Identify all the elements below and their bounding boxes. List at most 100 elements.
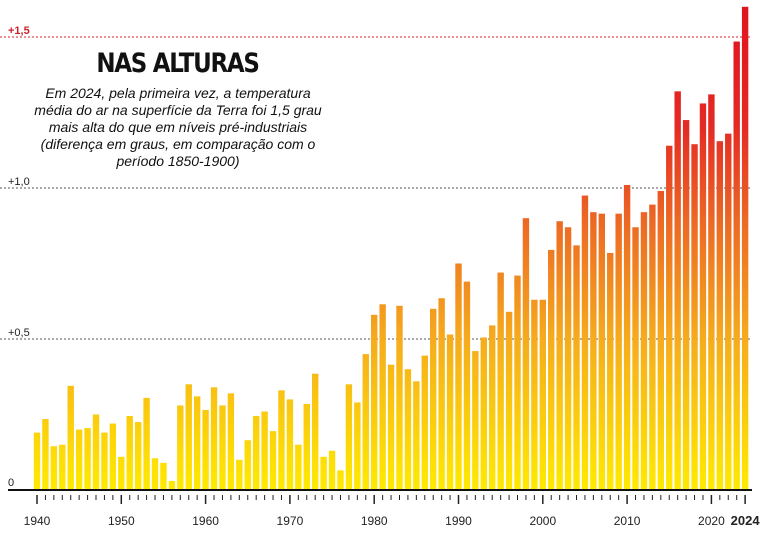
bar-2008 xyxy=(607,252,614,490)
bar-1958 xyxy=(185,384,192,490)
y-tick-label: +1,0 xyxy=(8,176,30,188)
y-tick-label: +0,5 xyxy=(8,327,30,339)
bar-2016 xyxy=(674,91,681,491)
bar-1986 xyxy=(421,355,428,490)
bar-2011 xyxy=(632,227,639,490)
bar-2003 xyxy=(564,227,572,490)
bar-1945 xyxy=(75,429,83,490)
bar-2014 xyxy=(657,191,665,490)
chart-title: NAS ALTURAS xyxy=(96,48,260,79)
bar-2006 xyxy=(590,212,597,490)
x-tick-label: 1970 xyxy=(277,514,304,528)
bar-1960 xyxy=(202,409,209,490)
bar-1991 xyxy=(463,281,471,490)
bar-2012 xyxy=(640,212,648,490)
bar-1952 xyxy=(134,422,142,490)
bar-1946 xyxy=(84,428,91,490)
x-tick-label: 1940 xyxy=(24,514,51,528)
bar-1989 xyxy=(446,334,454,490)
x-tick-label: 1980 xyxy=(361,514,388,528)
bar-1951 xyxy=(126,416,133,490)
bar-1997 xyxy=(514,275,521,490)
y-tick-label: +1,5 xyxy=(8,25,30,37)
bar-1953 xyxy=(143,397,150,490)
bar-2017 xyxy=(682,120,690,491)
bar-1974 xyxy=(320,456,327,490)
bar-1996 xyxy=(505,311,513,490)
bar-2002 xyxy=(556,221,563,490)
bar-1985 xyxy=(413,381,420,490)
bar-1982 xyxy=(387,364,395,490)
bar-2009 xyxy=(615,213,622,491)
bar-1980 xyxy=(371,314,378,490)
bar-1973 xyxy=(311,373,319,490)
bar-1970 xyxy=(286,399,294,490)
bar-1965 xyxy=(244,440,251,490)
bar-1994 xyxy=(489,325,496,490)
bar-1961 xyxy=(210,387,218,490)
x-tick-label: 2020 xyxy=(698,514,725,528)
bar-1963 xyxy=(227,393,235,490)
bar-1976 xyxy=(337,470,344,490)
bar-2004 xyxy=(573,245,580,490)
bar-1969 xyxy=(278,390,285,490)
bar-2000 xyxy=(539,299,546,490)
bar-2024 xyxy=(741,6,749,491)
bar-1955 xyxy=(160,462,167,490)
bar-1957 xyxy=(177,405,184,490)
bar-1954 xyxy=(151,458,159,490)
bar-2001 xyxy=(548,249,555,490)
bar-2020 xyxy=(708,94,715,490)
bar-1995 xyxy=(497,272,504,490)
bar-1967 xyxy=(261,411,268,490)
bar-1975 xyxy=(328,450,336,490)
x-tick-label: 1990 xyxy=(445,514,472,528)
bar-1942 xyxy=(50,446,58,490)
bar-1943 xyxy=(59,444,66,490)
bar-1968 xyxy=(269,431,277,490)
bar-2023 xyxy=(733,41,740,490)
x-tick-label: 2024 xyxy=(731,513,761,528)
bar-1978 xyxy=(354,402,361,490)
bar-1950 xyxy=(118,456,125,490)
bar-1988 xyxy=(438,298,445,490)
bar-2010 xyxy=(623,184,631,491)
y-tick-label: 0 xyxy=(8,477,14,489)
bar-2018 xyxy=(691,144,698,490)
bar-1981 xyxy=(379,304,386,490)
bar-1972 xyxy=(303,403,310,490)
bar-2013 xyxy=(649,204,656,491)
bar-1990 xyxy=(455,263,462,490)
chart-subtitle: Em 2024, pela primeira vez, a temperatur… xyxy=(34,85,322,169)
bar-1962 xyxy=(219,405,226,490)
bar-1940 xyxy=(33,432,41,490)
bar-1979 xyxy=(362,354,369,490)
bar-1977 xyxy=(345,384,353,490)
bar-1984 xyxy=(404,369,412,490)
bar-2022 xyxy=(725,133,732,490)
bar-2007 xyxy=(598,213,606,491)
bar-1992 xyxy=(472,351,479,490)
x-tick-label: 2010 xyxy=(614,514,641,528)
bar-1948 xyxy=(101,432,108,490)
bar-2021 xyxy=(716,141,724,490)
bar-1993 xyxy=(480,337,487,490)
bar-1959 xyxy=(193,396,201,490)
x-tick-label: 2000 xyxy=(529,514,556,528)
bar-1944 xyxy=(67,385,74,490)
bar-1964 xyxy=(236,459,243,490)
bar-1999 xyxy=(531,299,538,490)
bar-1971 xyxy=(295,444,302,490)
bar-1947 xyxy=(92,414,100,490)
bar-2019 xyxy=(699,103,707,490)
bar-1998 xyxy=(522,218,530,490)
bar-1941 xyxy=(42,419,49,490)
bar-1949 xyxy=(109,423,117,490)
bar-1956 xyxy=(168,480,176,490)
bar-2015 xyxy=(666,145,673,490)
bar-1983 xyxy=(396,305,403,490)
x-tick-label: 1960 xyxy=(192,514,219,528)
bar-1966 xyxy=(252,416,260,490)
bar-1987 xyxy=(430,308,437,490)
